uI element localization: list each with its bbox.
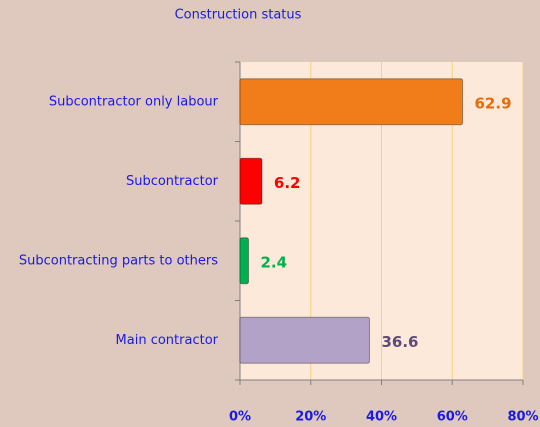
y-tick-label: Subcontractor (126, 174, 219, 189)
data-label: 36.6 (381, 333, 418, 351)
x-tick-label: 40% (366, 410, 397, 425)
bar (239, 78, 464, 126)
y-tick-label: Subcontracting parts to others (19, 253, 218, 268)
x-tick-label: 80% (507, 410, 538, 425)
bar (239, 316, 370, 364)
data-label: 62.9 (475, 94, 512, 112)
x-tick-label: 0% (229, 410, 251, 425)
bar (239, 157, 263, 205)
y-tick-label: Main contractor (116, 333, 219, 348)
x-tick-label: 20% (295, 410, 326, 425)
data-label: 2.4 (260, 253, 287, 271)
bar (239, 237, 249, 285)
x-tick-label: 60% (437, 410, 468, 425)
data-label: 6.2 (274, 174, 301, 192)
y-tick-label: Subcontractor only labour (49, 94, 219, 109)
chart-title: Construction status (175, 8, 302, 23)
